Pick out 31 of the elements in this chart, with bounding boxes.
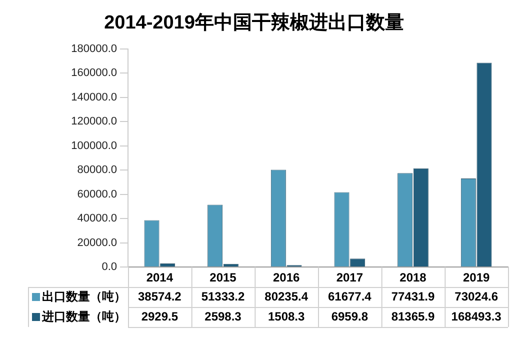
y-tick-label: 80000.0 — [77, 164, 117, 176]
chart-title: 2014-2019年中国干辣椒进出口数量 — [104, 12, 404, 34]
x-tick-label: 2019 — [462, 270, 490, 285]
y-tick-label: 20000.0 — [77, 236, 117, 249]
y-tick-label: 100000.0 — [71, 140, 117, 152]
data-label: 80235.4 — [264, 289, 308, 304]
data-label: 81365.9 — [391, 309, 436, 324]
x-tick-label: 2014 — [146, 270, 174, 285]
data-label: 61677.4 — [328, 289, 372, 304]
x-tick-label: 2018 — [400, 270, 427, 285]
data-label: 2598.3 — [204, 309, 242, 324]
x-tick-label: 2016 — [272, 270, 300, 285]
data-label: 2929.5 — [141, 309, 178, 324]
y-tick-label: 180000.0 — [71, 42, 117, 55]
x-tick-label: 2015 — [210, 270, 237, 285]
y-tick-label: 140000.0 — [71, 91, 117, 104]
data-label: 38574.2 — [138, 289, 182, 304]
y-tick-label: 120000.0 — [71, 116, 117, 128]
data-label: 1508.3 — [268, 309, 306, 324]
x-tick-label: 2017 — [336, 270, 364, 285]
data-label: 77431.9 — [391, 289, 436, 304]
y-tick-label: 0.0 — [102, 261, 117, 274]
data-label: 51333.2 — [201, 289, 246, 304]
y-tick-label: 60000.0 — [77, 188, 117, 200]
y-tick-label: 40000.0 — [77, 212, 117, 225]
data-label: 73024.6 — [454, 289, 498, 304]
legend-label: 出口数量（吨） — [42, 289, 126, 304]
y-tick-label: 160000.0 — [71, 67, 117, 80]
legend-label: 进口数量（吨） — [41, 309, 126, 324]
data-label: 6959.8 — [331, 309, 368, 324]
data-label: 168493.3 — [451, 309, 502, 324]
